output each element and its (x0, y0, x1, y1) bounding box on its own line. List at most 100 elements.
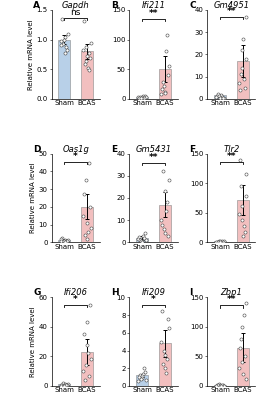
Point (59, 382, 63, 389)
Point (217, 238, 222, 245)
Point (221, 238, 225, 245)
Point (215, 238, 219, 245)
Bar (159, 344, 171, 386)
Point (59, 38, 63, 44)
Point (143, 230, 147, 237)
Bar (214, 385, 226, 386)
Point (81, 47, 85, 54)
Bar (214, 241, 226, 242)
Text: **: ** (227, 296, 236, 304)
Point (141, 232, 145, 239)
Point (89, 356, 93, 362)
Point (82, 331, 86, 338)
Point (243, 228, 247, 235)
Point (162, 82, 166, 89)
Point (82, 18, 86, 24)
Title: Ifi211: Ifi211 (141, 1, 166, 10)
Text: **: ** (227, 7, 236, 16)
Point (84, 362, 88, 368)
Point (89, 225, 93, 231)
Point (62, 36, 66, 43)
Text: **: ** (149, 9, 158, 18)
Title: Tlr2: Tlr2 (223, 144, 240, 154)
Point (62, 239, 67, 245)
Point (167, 177, 171, 184)
Point (161, 79, 165, 85)
Y-axis label: Relative mRNA level: Relative mRNA level (30, 306, 36, 377)
Text: I: I (189, 288, 192, 298)
Text: G: G (33, 288, 41, 298)
Bar (59, 240, 70, 242)
Point (159, 217, 163, 223)
Point (137, 94, 141, 101)
Point (167, 63, 171, 69)
Point (165, 356, 169, 362)
Point (63, 381, 68, 388)
Point (64, 44, 68, 50)
Point (85, 52, 89, 59)
Point (215, 93, 219, 99)
Title: Gm5431: Gm5431 (135, 144, 172, 154)
Point (61, 40, 65, 47)
Point (142, 94, 146, 101)
Bar (214, 95, 226, 99)
Point (240, 324, 245, 330)
Point (66, 30, 70, 37)
Title: Gm4951: Gm4951 (213, 1, 249, 10)
Point (159, 91, 163, 97)
Point (237, 211, 241, 217)
Point (239, 47, 244, 53)
Point (218, 239, 222, 245)
Bar (59, 40, 70, 99)
Point (221, 381, 225, 388)
Point (244, 376, 248, 382)
Point (139, 95, 143, 101)
Point (86, 228, 90, 235)
Point (244, 14, 248, 20)
Point (214, 382, 218, 389)
Point (222, 94, 226, 101)
Text: *: * (73, 295, 78, 304)
Bar (237, 61, 248, 99)
Point (64, 238, 68, 244)
Point (144, 237, 148, 243)
Bar (136, 97, 148, 99)
Point (89, 39, 93, 46)
Title: Ifi206: Ifi206 (64, 288, 88, 297)
Bar (136, 238, 148, 242)
Point (61, 237, 65, 244)
Point (163, 230, 167, 237)
Point (82, 191, 86, 198)
Point (237, 80, 241, 86)
Text: **: ** (149, 153, 158, 162)
Point (86, 67, 91, 74)
Point (59, 382, 63, 388)
Point (239, 71, 243, 78)
Point (222, 382, 226, 389)
Point (165, 199, 169, 206)
Point (238, 344, 242, 351)
Text: H: H (111, 288, 119, 298)
Point (244, 56, 248, 62)
Point (59, 236, 63, 242)
Point (238, 87, 242, 93)
Point (162, 347, 166, 354)
Point (243, 84, 247, 91)
Point (166, 316, 170, 323)
Point (242, 222, 246, 229)
Bar (81, 51, 93, 99)
Point (165, 32, 169, 38)
Point (242, 312, 246, 318)
Point (83, 377, 87, 383)
Text: B: B (111, 1, 118, 10)
Point (62, 382, 67, 388)
Point (220, 238, 224, 244)
Point (140, 375, 144, 381)
Point (239, 183, 243, 189)
Point (141, 93, 145, 100)
Point (161, 361, 165, 367)
Point (217, 94, 222, 101)
Point (88, 204, 92, 210)
Point (62, 238, 66, 245)
Point (140, 95, 144, 101)
